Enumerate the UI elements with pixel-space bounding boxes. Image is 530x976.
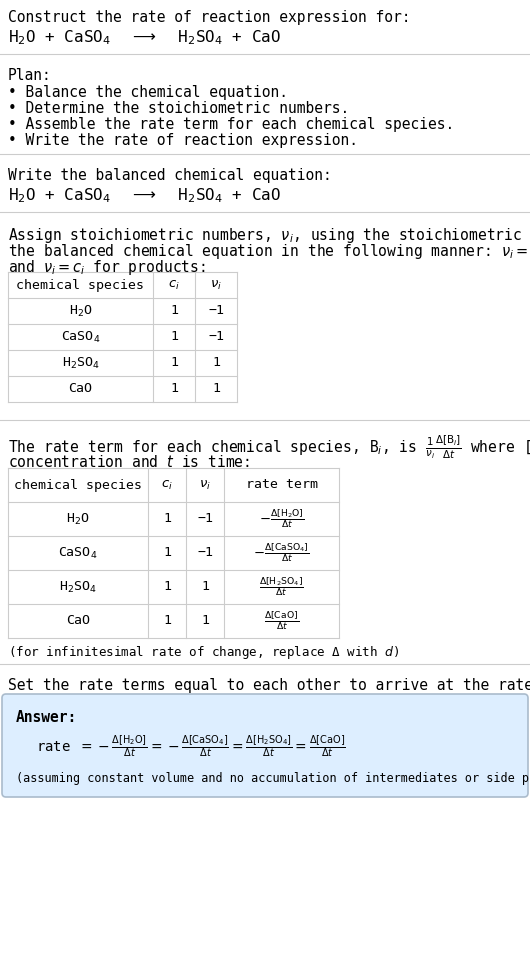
Text: CaO: CaO bbox=[68, 383, 93, 395]
Text: 1: 1 bbox=[170, 383, 178, 395]
Text: 1: 1 bbox=[201, 615, 209, 628]
Text: • Assemble the rate term for each chemical species.: • Assemble the rate term for each chemic… bbox=[8, 117, 454, 132]
Text: Write the balanced chemical equation:: Write the balanced chemical equation: bbox=[8, 168, 332, 183]
Text: (for infinitesimal rate of change, replace Δ with $d$): (for infinitesimal rate of change, repla… bbox=[8, 644, 399, 661]
Text: $\frac{\Delta[\mathrm{H_2SO_4}]}{\Delta t}$: $\frac{\Delta[\mathrm{H_2SO_4}]}{\Delta … bbox=[259, 576, 304, 598]
Text: and $\nu_i = c_i$ for products:: and $\nu_i = c_i$ for products: bbox=[8, 258, 206, 277]
Text: CaO: CaO bbox=[66, 615, 90, 628]
Text: (assuming constant volume and no accumulation of intermediates or side products): (assuming constant volume and no accumul… bbox=[16, 772, 530, 785]
Text: 1: 1 bbox=[163, 581, 171, 593]
Text: Set the rate terms equal to each other to arrive at the rate expression:: Set the rate terms equal to each other t… bbox=[8, 678, 530, 693]
Text: Construct the rate of reaction expression for:: Construct the rate of reaction expressio… bbox=[8, 10, 411, 25]
Text: 1: 1 bbox=[212, 356, 220, 370]
Text: 1: 1 bbox=[163, 512, 171, 525]
Text: H$_2$SO$_4$: H$_2$SO$_4$ bbox=[59, 580, 97, 594]
Text: $c_i$: $c_i$ bbox=[161, 478, 173, 492]
Text: rate $= -\frac{\Delta[\mathrm{H_2O}]}{\Delta t} = -\frac{\Delta[\mathrm{CaSO_4}]: rate $= -\frac{\Delta[\mathrm{H_2O}]}{\D… bbox=[36, 733, 346, 759]
Text: H$_2$SO$_4$: H$_2$SO$_4$ bbox=[61, 355, 100, 371]
Text: • Determine the stoichiometric numbers.: • Determine the stoichiometric numbers. bbox=[8, 101, 349, 116]
Text: chemical species: chemical species bbox=[14, 478, 142, 492]
Text: CaSO$_4$: CaSO$_4$ bbox=[61, 330, 100, 345]
Text: Assign stoichiometric numbers, $\nu_i$, using the stoichiometric coefficients, $: Assign stoichiometric numbers, $\nu_i$, … bbox=[8, 226, 530, 245]
Text: concentration and $t$ is time:: concentration and $t$ is time: bbox=[8, 454, 250, 470]
Text: −1: −1 bbox=[208, 305, 224, 317]
Text: 1: 1 bbox=[170, 331, 178, 344]
FancyBboxPatch shape bbox=[2, 694, 528, 797]
Text: −1: −1 bbox=[197, 547, 213, 559]
Text: chemical species: chemical species bbox=[16, 278, 145, 292]
Text: $c_i$: $c_i$ bbox=[168, 278, 180, 292]
Text: H$_2$O + CaSO$_4$  $\longrightarrow$  H$_2$SO$_4$ + CaO: H$_2$O + CaSO$_4$ $\longrightarrow$ H$_2… bbox=[8, 186, 281, 205]
Text: −1: −1 bbox=[197, 512, 213, 525]
Text: CaSO$_4$: CaSO$_4$ bbox=[58, 546, 98, 560]
Text: 1: 1 bbox=[201, 581, 209, 593]
Text: −1: −1 bbox=[208, 331, 224, 344]
Text: H$_2$O + CaSO$_4$  $\longrightarrow$  H$_2$SO$_4$ + CaO: H$_2$O + CaSO$_4$ $\longrightarrow$ H$_2… bbox=[8, 28, 281, 47]
Text: $\nu_i$: $\nu_i$ bbox=[210, 278, 222, 292]
Text: $-\frac{\Delta[\mathrm{H_2O}]}{\Delta t}$: $-\frac{\Delta[\mathrm{H_2O}]}{\Delta t}… bbox=[259, 508, 304, 530]
Text: $\frac{\Delta[\mathrm{CaO}]}{\Delta t}$: $\frac{\Delta[\mathrm{CaO}]}{\Delta t}$ bbox=[264, 610, 299, 632]
Text: • Write the rate of reaction expression.: • Write the rate of reaction expression. bbox=[8, 133, 358, 148]
Text: the balanced chemical equation in the following manner: $\nu_i = -c_i$ for react: the balanced chemical equation in the fo… bbox=[8, 242, 530, 261]
Text: $\nu_i$: $\nu_i$ bbox=[199, 478, 211, 492]
Text: • Balance the chemical equation.: • Balance the chemical equation. bbox=[8, 85, 288, 100]
Text: H$_2$O: H$_2$O bbox=[66, 511, 90, 526]
Text: 1: 1 bbox=[163, 615, 171, 628]
Text: The rate term for each chemical species, B$_i$, is $\frac{1}{\nu_i}\frac{\Delta[: The rate term for each chemical species,… bbox=[8, 434, 530, 462]
Text: 1: 1 bbox=[170, 305, 178, 317]
Text: $-\frac{\Delta[\mathrm{CaSO_4}]}{\Delta t}$: $-\frac{\Delta[\mathrm{CaSO_4}]}{\Delta … bbox=[253, 542, 310, 564]
Text: 1: 1 bbox=[212, 383, 220, 395]
Text: 1: 1 bbox=[163, 547, 171, 559]
Text: Answer:: Answer: bbox=[16, 710, 77, 725]
Text: rate term: rate term bbox=[245, 478, 317, 492]
Text: Plan:: Plan: bbox=[8, 68, 52, 83]
Text: 1: 1 bbox=[170, 356, 178, 370]
Text: H$_2$O: H$_2$O bbox=[69, 304, 92, 318]
